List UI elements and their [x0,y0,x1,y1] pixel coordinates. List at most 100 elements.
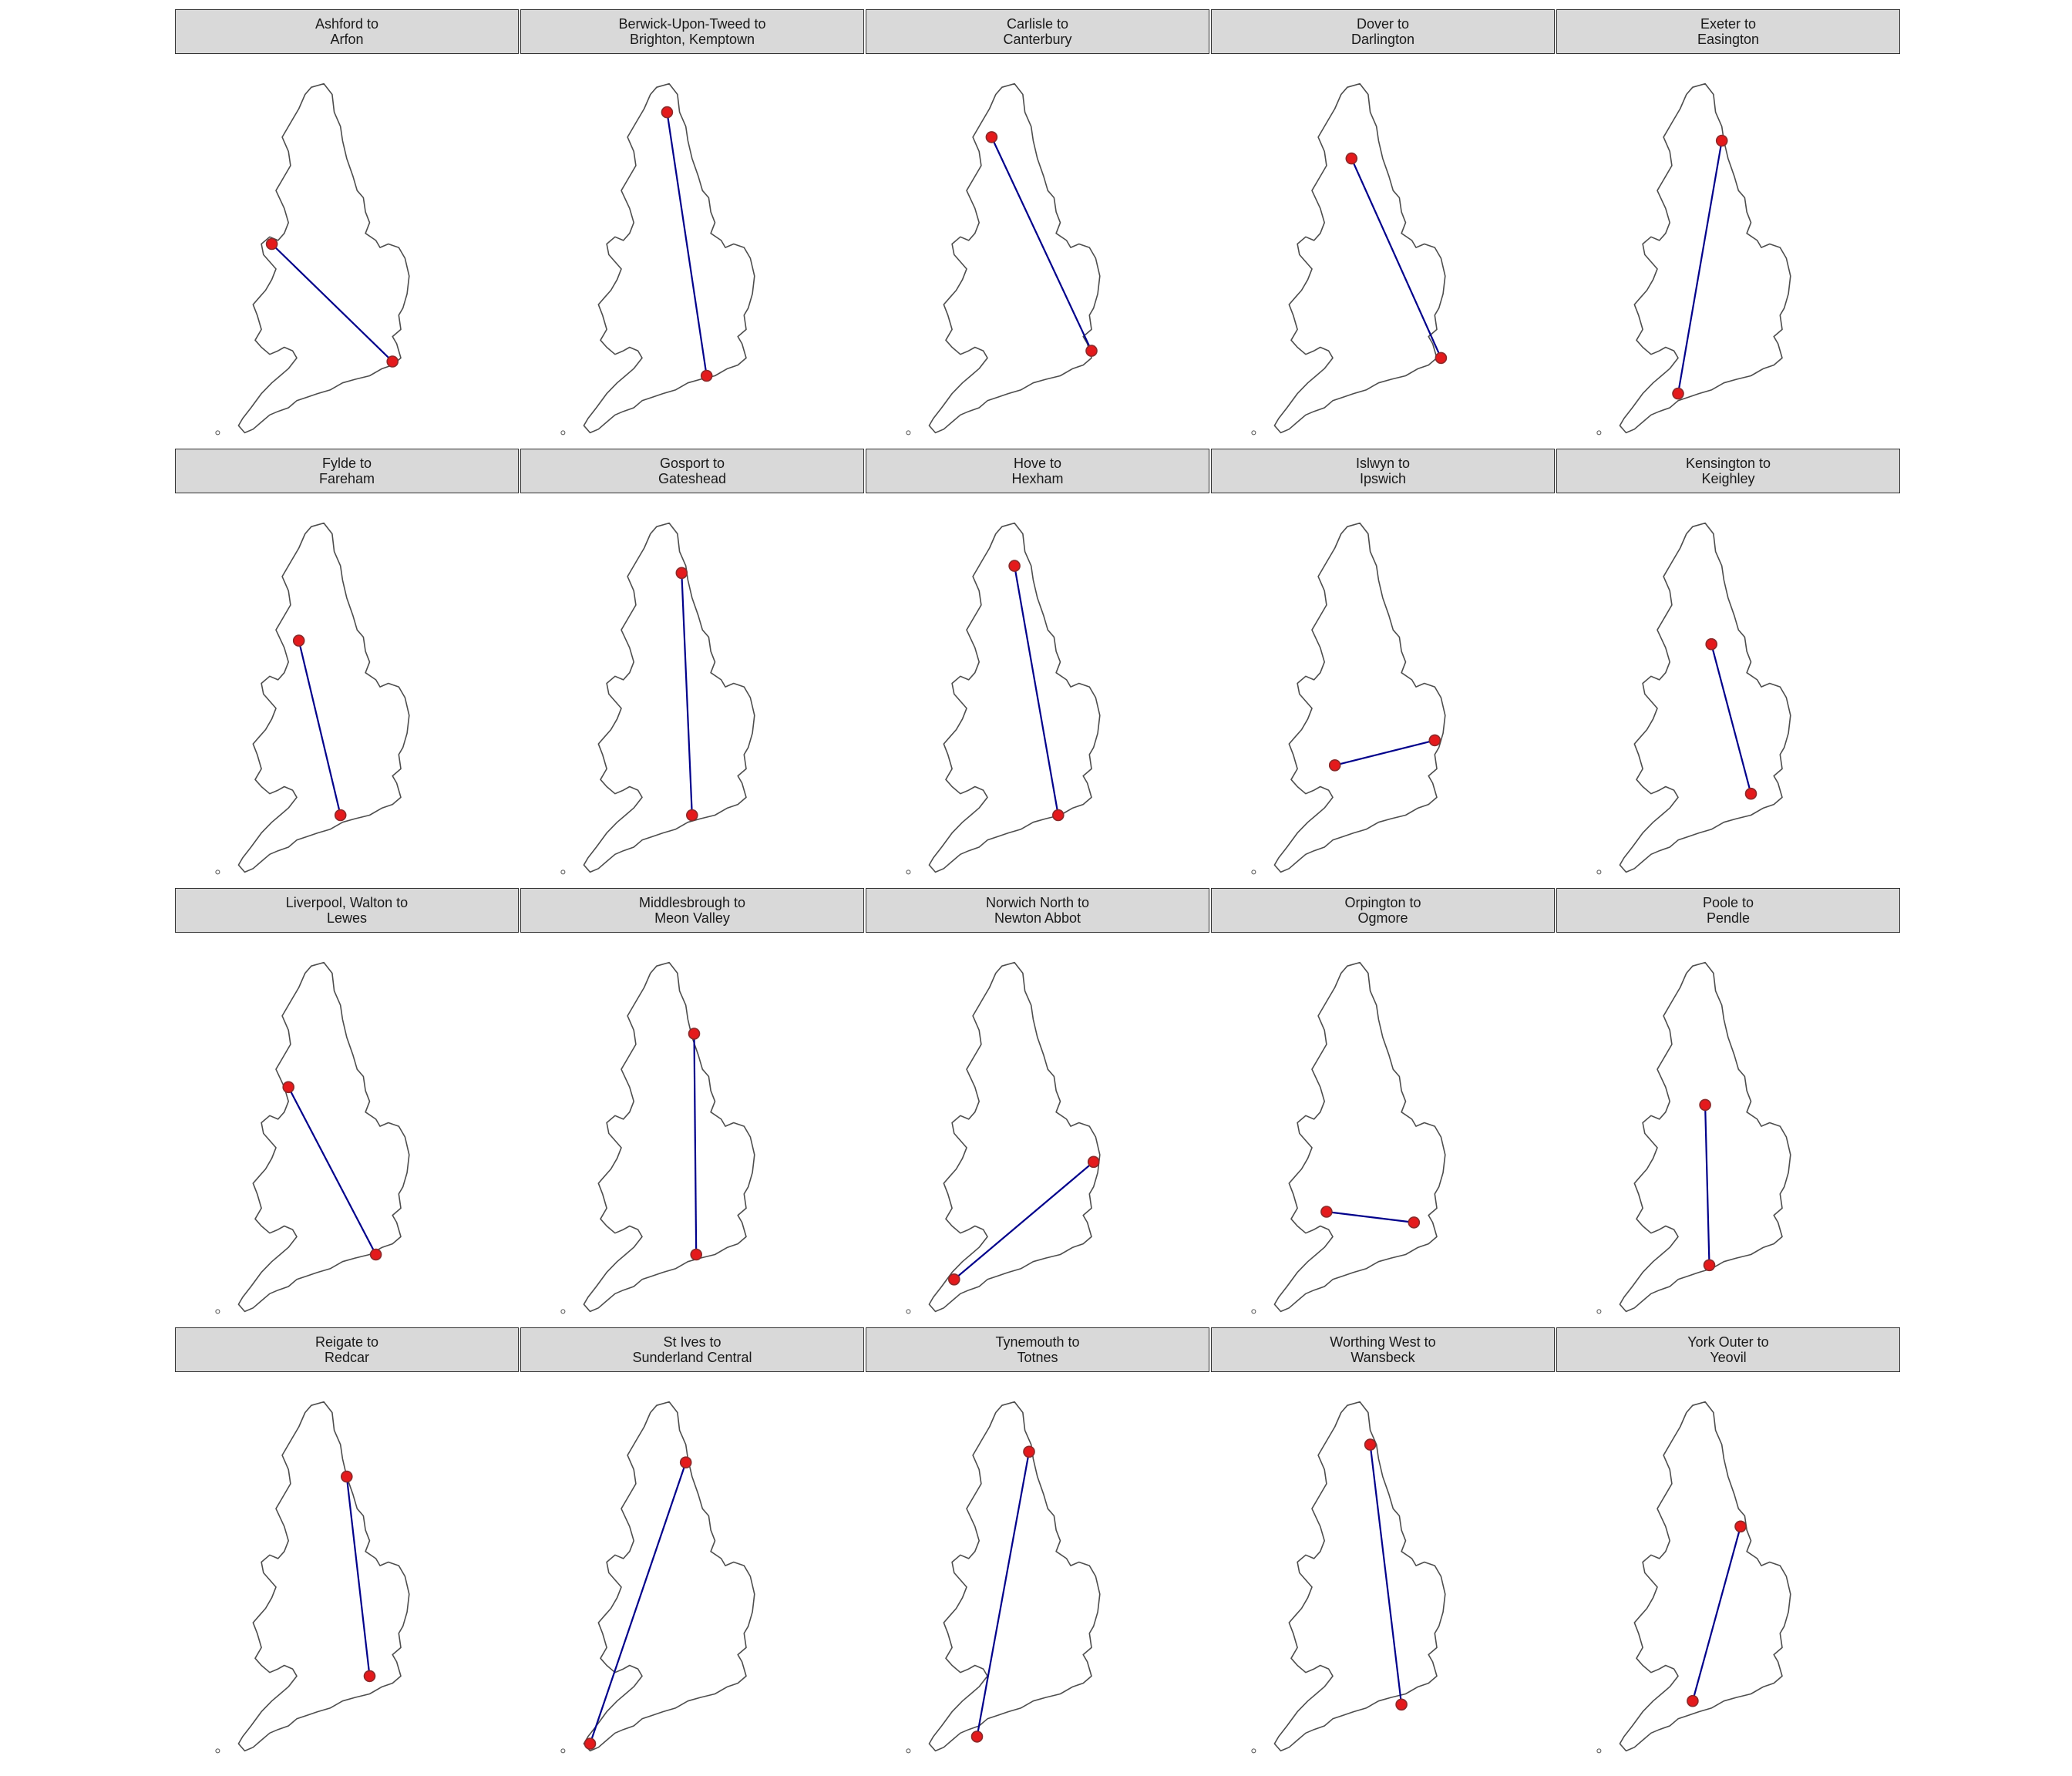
panel-title-to: Darlington [1350,32,1415,47]
map-panel: Fylde to Fareham [175,449,520,886]
england-wales-map [560,1401,755,1754]
panel-title-from: Islwyn to [1355,456,1411,471]
destination-point [700,369,713,382]
england-wales-map [906,522,1101,875]
destination-point [690,1248,702,1261]
england-wales-map [560,522,755,875]
england-wales-map [1251,82,1448,436]
isles-of-scilly [1596,1309,1602,1314]
route-line [666,112,708,376]
coastline [1619,1401,1791,1752]
panel-title-strip: Ashford to Arfon [175,9,519,54]
coastline [928,1401,1101,1752]
destination-point [1052,809,1065,822]
panel-title-to: Newton Abbot [994,910,1081,926]
england-wales-map [1596,522,1791,875]
map-panel: Dover to Darlington [1211,9,1556,447]
destination-point [369,1248,382,1261]
isles-of-scilly [1251,430,1256,436]
panel-title-from: Orpington to [1344,895,1421,910]
england-wales-map [560,82,755,436]
origin-point [1087,1155,1100,1169]
isles-of-scilly [215,430,220,436]
isles-of-scilly [1251,1309,1256,1314]
origin-point [1328,758,1341,772]
coastline [1619,82,1791,434]
route-line [693,1033,698,1255]
route-line [991,136,1092,352]
panel-title-strip: St Ives to Sunderland Central [520,1327,864,1372]
panel-title-to: Meon Valley [654,910,730,926]
coastline [583,82,755,434]
isles-of-scilly [1251,1748,1256,1754]
england-wales-map [906,961,1101,1314]
destination-point [1703,1259,1716,1272]
panel-title-to: Hexham [1011,471,1064,486]
isles-of-scilly [560,1309,566,1314]
panel-title-from: Reigate to [314,1334,379,1350]
england-wales-map [215,961,410,1314]
route-line [1350,158,1442,358]
coastline [928,522,1101,873]
map-panel: Norwich North to Newton Abbot [866,888,1211,1326]
england-wales-map [1251,961,1446,1314]
isles-of-scilly [560,870,566,875]
route-line [1704,1105,1710,1266]
panel-title-from: Carlisle to [1006,16,1069,32]
origin-point [1699,1098,1711,1112]
route-line [681,573,693,816]
panel-title-to: Lewes [326,910,368,926]
map-panel: Tynemouth to Totnes [866,1327,1211,1765]
panel-title-from: St Ives to [663,1334,722,1350]
panel-title-to: Ogmore [1357,910,1408,926]
england-wales-map [215,82,410,436]
panel-title-from: Liverpool, Walton to [285,895,409,910]
panel-title-to: Brighton, Kemptown [629,32,755,47]
england-wales-map [906,1401,1101,1754]
panel-title-strip: Hove to Hexham [866,449,1209,493]
england-wales-map [906,82,1101,436]
destination-point [1085,345,1098,357]
map-panel: Kensington to Keighley [1556,449,1902,886]
panel-title-strip: Gosport to Gateshead [520,449,864,493]
panel-title-strip: Orpington to Ogmore [1211,888,1555,933]
destination-point [386,355,399,368]
panel-title-strip: Carlisle to Canterbury [866,9,1209,54]
origin-point [292,634,305,647]
panel-title-to: Ipswich [1359,471,1407,486]
origin-point [675,567,688,580]
panel-title-to: Canterbury [1003,32,1072,47]
isles-of-scilly [215,1748,220,1754]
map-panel: Reigate to Redcar [175,1327,520,1765]
panel-title-from: Dover to [1356,16,1410,32]
map-panel: Gosport to Gateshead [520,449,866,886]
coastline [1273,1401,1446,1752]
map-panel: Islwyn to Ipswich [1211,449,1556,886]
route-line [345,1476,371,1677]
panel-title-from: Fylde to [321,456,372,471]
coastline [928,961,1101,1313]
coastline [237,961,410,1313]
panel-title-strip: Middlesbrough to Meon Valley [520,888,864,933]
destination-point [970,1731,984,1743]
panel-title-from: Hove to [1013,456,1062,471]
coastline [1273,961,1446,1313]
panel-title-to: Wansbeck [1350,1350,1415,1365]
route-line [298,640,341,816]
route-line [1710,644,1752,794]
panel-title-from: Berwick-Upon-Tweed to [618,16,766,32]
isles-of-scilly [1251,870,1256,875]
panel-title-from: Kensington to [1685,456,1771,471]
coastline [1619,522,1791,873]
panel-title-to: Easington [1697,32,1760,47]
coastline [583,522,755,873]
panel-title-to: Fareham [318,471,375,486]
route-line [1677,140,1723,394]
isles-of-scilly [1596,1748,1602,1754]
panel-title-strip: Poole to Pendle [1556,888,1900,933]
origin-point [1715,134,1728,147]
isles-of-scilly [1596,430,1602,436]
destination-point [1435,352,1448,365]
origin-point [1734,1520,1747,1533]
